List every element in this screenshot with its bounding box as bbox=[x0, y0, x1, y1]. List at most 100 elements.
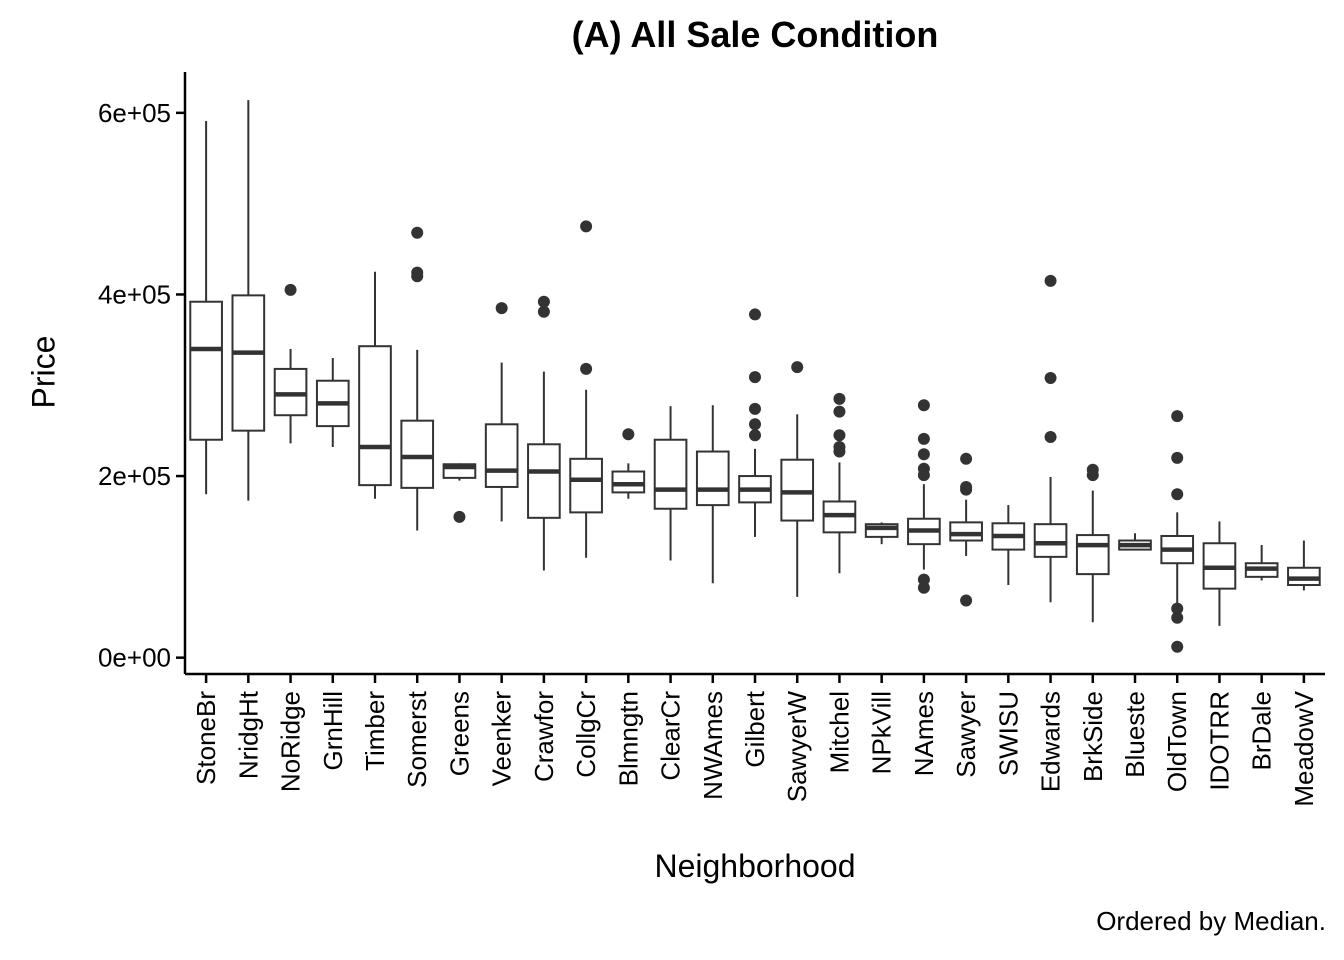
box-somerst bbox=[400, 226, 435, 531]
box-nwames bbox=[695, 405, 730, 584]
x-tick-label: Timber bbox=[360, 691, 390, 771]
plot-marks bbox=[189, 100, 1321, 653]
outlier-point bbox=[833, 405, 846, 418]
outlier-point bbox=[749, 371, 761, 384]
x-tick-label: CollgCr bbox=[571, 691, 601, 778]
chart-title: (A) All Sale Condition bbox=[571, 14, 939, 55]
outlier-point bbox=[580, 362, 593, 375]
outlier-point bbox=[537, 305, 550, 318]
x-axis-label: Neighborhood bbox=[654, 848, 856, 884]
outlier-point bbox=[495, 302, 508, 315]
outlier-point bbox=[453, 510, 466, 523]
box-swisu bbox=[991, 505, 1026, 586]
x-tick-label: NAmes bbox=[909, 691, 939, 776]
x-tick-label: Mitchel bbox=[824, 691, 854, 773]
box-sawyer bbox=[949, 452, 983, 607]
outlier-point bbox=[833, 429, 846, 442]
x-tick-label: NPkVill bbox=[867, 691, 897, 774]
box-mitchel bbox=[822, 392, 857, 574]
outlier-point bbox=[1171, 451, 1184, 464]
outlier-point bbox=[1171, 611, 1184, 624]
y-tick-label: 4e+05 bbox=[98, 279, 171, 309]
outlier-point bbox=[749, 429, 761, 442]
outlier-point bbox=[411, 266, 424, 279]
x-tick-label: Blueste bbox=[1120, 691, 1150, 778]
x-tick-label: Crawfor bbox=[529, 691, 559, 782]
x-tick-label: StoneBr bbox=[191, 691, 221, 785]
box-brdale bbox=[1244, 545, 1279, 581]
box-veenker bbox=[484, 302, 519, 522]
outlier-point bbox=[749, 418, 761, 431]
outlier-point bbox=[1171, 640, 1184, 653]
y-tick-label: 0e+00 bbox=[98, 643, 171, 673]
outlier-point bbox=[1044, 431, 1057, 444]
box-grnhill bbox=[315, 358, 350, 448]
box-iqr-noridge bbox=[273, 367, 308, 417]
x-tick-label: IDOTRR bbox=[1204, 691, 1234, 791]
box-crawfor bbox=[527, 295, 561, 571]
box-iqr-brkside bbox=[1075, 534, 1110, 576]
x-tick-label: SWISU bbox=[993, 691, 1023, 776]
outlier-point bbox=[1044, 274, 1057, 287]
chart-caption: Ordered by Median. bbox=[1096, 906, 1326, 936]
x-tick-label: NoRidge bbox=[276, 691, 306, 792]
box-idotrr bbox=[1202, 521, 1237, 626]
outlier-point bbox=[917, 399, 930, 412]
box-edwards bbox=[1033, 274, 1068, 603]
box-npkvill bbox=[864, 522, 899, 545]
box-stonebr bbox=[189, 121, 223, 495]
axes: 0e+00 2e+05 4e+05 6e+05 StoneBr NridgHt NoRidg… bbox=[98, 72, 1325, 807]
box-greens bbox=[442, 463, 477, 523]
box-clearcr bbox=[653, 406, 688, 561]
box-iqr-meadowv bbox=[1287, 566, 1321, 587]
box-nridght bbox=[231, 100, 266, 501]
box-iqr-clearcr bbox=[653, 438, 688, 510]
box-iqr-crawfor bbox=[527, 443, 561, 519]
x-tick-label: Sawyer bbox=[951, 691, 981, 778]
x-tick-label: Gilbert bbox=[740, 690, 770, 767]
x-tick-label: MeadowV bbox=[1289, 690, 1319, 806]
x-tick-label: Blmngtn bbox=[613, 691, 643, 786]
box-blmngtn bbox=[611, 428, 646, 499]
x-tick-label: NWAmes bbox=[698, 691, 728, 800]
y-tick-label: 6e+05 bbox=[98, 98, 171, 128]
outlier-point bbox=[284, 283, 297, 296]
x-tick-label: GrnHill bbox=[318, 691, 348, 770]
outlier-point bbox=[580, 220, 593, 233]
box-iqr-nwames bbox=[695, 450, 730, 507]
x-tick-label: BrDale bbox=[1247, 691, 1277, 770]
box-brkside bbox=[1075, 463, 1110, 623]
box-noridge bbox=[273, 283, 308, 444]
outlier-point bbox=[749, 308, 761, 321]
box-iqr-stonebr bbox=[189, 300, 223, 441]
box-meadowv bbox=[1287, 540, 1321, 591]
outlier-point bbox=[917, 462, 930, 475]
x-tick-label: BrkSide bbox=[1078, 691, 1108, 782]
outlier-point bbox=[411, 226, 424, 239]
outlier-point bbox=[917, 573, 930, 586]
box-iqr-edwards bbox=[1033, 523, 1068, 558]
x-tick-label: Somerst bbox=[402, 690, 432, 788]
outlier-point bbox=[1086, 463, 1099, 476]
box-iqr-timber bbox=[358, 345, 392, 487]
x-tick-label: SawyerW bbox=[782, 691, 812, 803]
box-iqr-sawyerw bbox=[780, 458, 815, 522]
outlier-point bbox=[917, 448, 930, 461]
box-iqr-veenker bbox=[484, 423, 519, 488]
outlier-point bbox=[1171, 488, 1184, 501]
box-iqr-collgcr bbox=[569, 457, 603, 514]
box-iqr-somerst bbox=[400, 419, 435, 489]
x-tick-label: Greens bbox=[444, 691, 474, 776]
outlier-point bbox=[1044, 371, 1057, 384]
outlier-point bbox=[622, 428, 635, 441]
x-tick-label: OldTown bbox=[1162, 691, 1192, 792]
x-tick-label: ClearCr bbox=[656, 691, 686, 781]
x-tick-label: Edwards bbox=[1036, 691, 1066, 792]
x-tick-label: NridgHt bbox=[233, 690, 263, 779]
outlier-point bbox=[1171, 602, 1184, 615]
y-tick-label: 2e+05 bbox=[98, 461, 171, 491]
outlier-point bbox=[833, 392, 846, 405]
box-timber bbox=[358, 271, 392, 499]
outlier-point bbox=[537, 295, 550, 308]
